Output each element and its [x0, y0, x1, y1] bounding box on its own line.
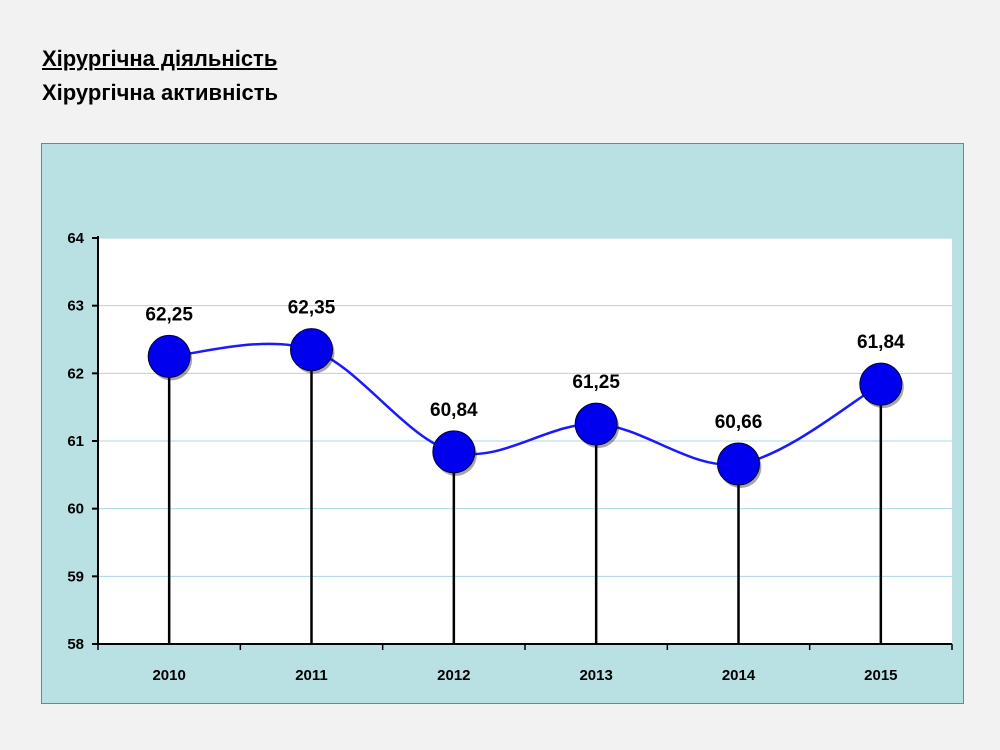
x-tick-label: 2010 [152, 667, 185, 684]
data-label: 60,66 [715, 412, 763, 433]
y-tick-label: 61 [67, 433, 84, 450]
data-label: 60,84 [430, 400, 478, 421]
y-tick-label: 62 [67, 365, 84, 382]
data-label: 61,84 [857, 332, 905, 353]
data-point [717, 442, 760, 486]
y-tick-label: 63 [67, 298, 84, 315]
data-label: 61,25 [572, 372, 620, 393]
data-label: 62,25 [145, 304, 193, 325]
y-tick-label: 60 [67, 501, 84, 518]
data-point [147, 334, 191, 378]
x-tick-label: 2011 [295, 667, 328, 684]
x-tick-label: 2015 [864, 667, 897, 684]
y-tick-label: 59 [67, 568, 84, 585]
data-point [859, 362, 903, 406]
y-tick-label: 58 [67, 636, 84, 653]
y-tick-label: 64 [67, 230, 84, 247]
data-point [432, 430, 476, 474]
page-subtitle: Хірургічна активність [42, 80, 279, 105]
data-point [290, 328, 333, 372]
x-tick-label: 2013 [579, 667, 612, 684]
line-chart: 58 59 60 61 62 63 64 2010 2011 2012 2013 2014 2015 62… [67, 230, 953, 684]
chart-frame: 58 59 60 61 62 63 64 2010 2011 2012 2013 2014 2015 62… [41, 143, 964, 704]
x-tick-label: 2012 [437, 667, 470, 684]
page-title: Хірургічна діяльність [42, 46, 278, 71]
data-label: 62,35 [288, 298, 336, 319]
data-point [574, 402, 618, 446]
x-tick-label: 2014 [722, 667, 756, 684]
